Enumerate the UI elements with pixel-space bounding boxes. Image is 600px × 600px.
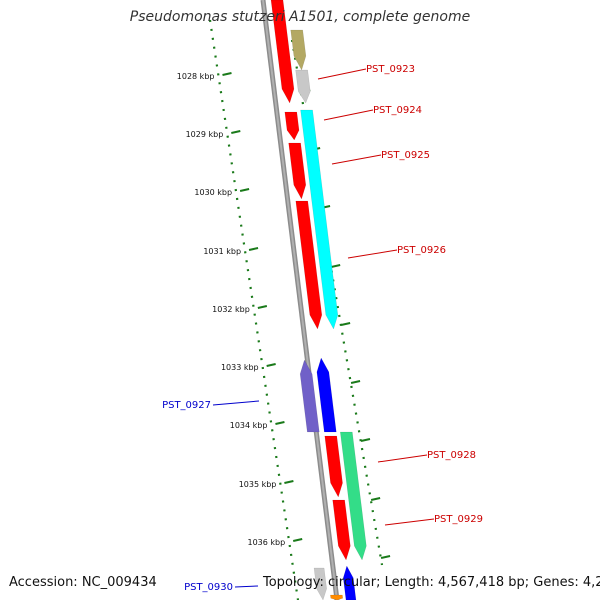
gene-arrow-pst0926 bbox=[295, 200, 323, 330]
kbp-tick-label: 1033 kbp bbox=[221, 363, 259, 372]
gene-arrow-gray-bottom bbox=[313, 567, 327, 600]
backbone-highlight bbox=[262, 0, 338, 600]
kbp-tick-mark bbox=[248, 247, 259, 251]
kbp-tick-label: 1032 kbp bbox=[212, 305, 250, 314]
kbp-tick-mark bbox=[266, 363, 276, 367]
gene-label-leader bbox=[331, 154, 382, 165]
gene-arrow-pst0929 bbox=[332, 499, 351, 561]
gene-label-leader bbox=[234, 585, 259, 588]
gene-label-pst0925: PST_0925 bbox=[381, 150, 430, 161]
gene-label-leader bbox=[347, 249, 398, 259]
gene-label-pst0926: PST_0926 bbox=[397, 245, 446, 256]
kbp-tick-label: 1028 kbp bbox=[177, 72, 215, 81]
gene-arrow-pst0927-slate bbox=[299, 359, 320, 433]
feature-orange bbox=[330, 594, 344, 600]
gene-label-pst0929: PST_0929 bbox=[434, 514, 483, 525]
kbp-tick-mark bbox=[257, 305, 268, 309]
gene-label-pst0927: PST_0927 bbox=[162, 400, 211, 411]
kbp-scale: 1028 kbp 1029 kbp 1030 kbp 1031 kbp 1032 kbp… bbox=[177, 19, 391, 600]
kbp-tick-label: 1034 kbp bbox=[230, 421, 268, 430]
kbp-tick-label: 1030 kbp bbox=[194, 188, 232, 197]
gene-arrow-pst0925 bbox=[288, 142, 307, 200]
kbp-tick-mark-right bbox=[330, 264, 341, 268]
feature-khaki bbox=[290, 29, 307, 71]
gene-arrow-pst0928 bbox=[324, 435, 343, 498]
kbp-tick-mark bbox=[292, 538, 303, 542]
kbp-tick-mark bbox=[275, 421, 285, 425]
gene-label-leader bbox=[384, 518, 435, 526]
kbp-tick-mark bbox=[284, 480, 294, 484]
gene-label-leader bbox=[377, 454, 428, 463]
gene-features bbox=[270, 0, 367, 600]
gene-arrow-blue bbox=[316, 357, 337, 433]
accession-text: Accession: NC_009434 bbox=[9, 575, 157, 590]
kbp-tick-label: 1029 kbp bbox=[186, 130, 224, 139]
gene-label-leader bbox=[323, 109, 374, 121]
gene-label-leader bbox=[212, 400, 260, 406]
gene-labels: PST_0923 PST_0924 PST_0925 PST_0926 PST_0927… bbox=[162, 64, 483, 593]
gene-label-pst0924: PST_0924 bbox=[373, 105, 422, 116]
feature-cyan bbox=[300, 109, 339, 330]
feature-gray bbox=[295, 69, 311, 104]
gene-arrow-pst0930 bbox=[343, 565, 357, 600]
gene-label-pst0928: PST_0928 bbox=[427, 450, 476, 461]
kbp-tick-mark-right bbox=[350, 380, 361, 384]
feature-springgreen bbox=[339, 431, 367, 561]
gene-label-leader bbox=[317, 68, 367, 80]
kbp-tick-label: 1031 kbp bbox=[203, 247, 241, 256]
kbp-tick-label: 1035 kbp bbox=[239, 480, 277, 489]
genome-summary: Topology: circular; Length: 4,567,418 bp… bbox=[263, 575, 600, 590]
kbp-tick-mark-right bbox=[370, 497, 381, 501]
kbp-tick-mark bbox=[222, 72, 232, 76]
kbp-tick-mark bbox=[239, 188, 250, 192]
kbp-tick-mark bbox=[231, 130, 241, 134]
gene-label-pst0923: PST_0923 bbox=[366, 64, 415, 75]
gene-arrow-pst0924 bbox=[284, 111, 300, 141]
gene-arrow-pst0923 bbox=[270, 0, 295, 104]
genome-title: Pseudomonas stutzeri A1501, complete gen… bbox=[129, 9, 471, 25]
gene-label-pst0930: PST_0930 bbox=[184, 582, 233, 593]
kbp-tick-mark-right bbox=[360, 438, 371, 442]
genome-backbone bbox=[260, 0, 340, 600]
kbp-tick-label: 1036 kbp bbox=[247, 538, 285, 547]
kbp-tick-mark-right bbox=[380, 555, 391, 559]
kbp-tick-mark-right bbox=[340, 322, 351, 326]
